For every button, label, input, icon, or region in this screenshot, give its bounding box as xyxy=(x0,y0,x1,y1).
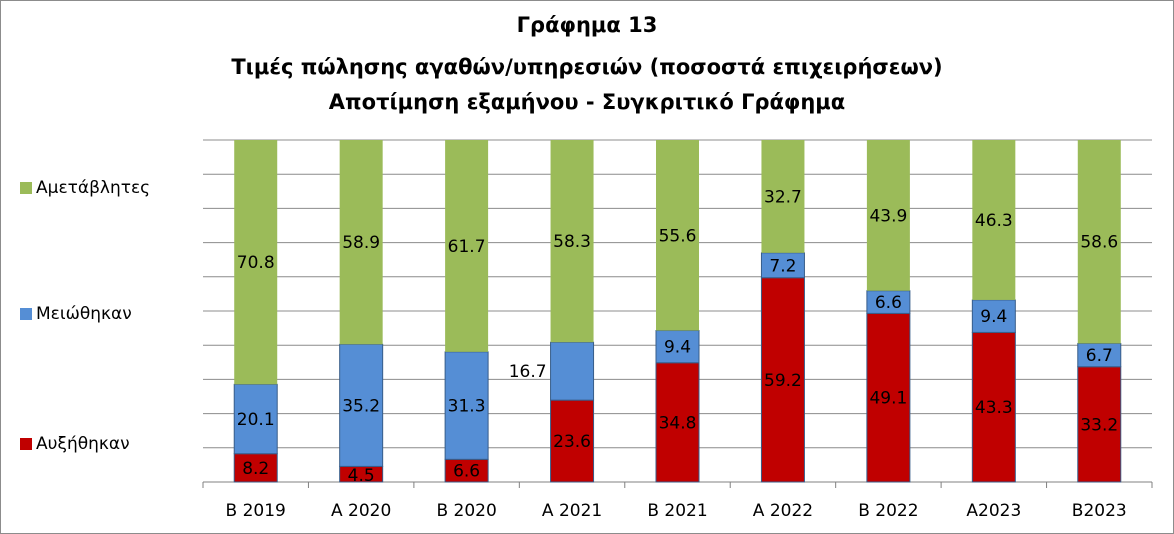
bar-segment xyxy=(760,277,805,483)
bar-segment xyxy=(339,140,383,345)
bar-segment xyxy=(444,351,489,460)
data-label: 4.5 xyxy=(348,466,375,486)
bar-segment xyxy=(234,140,278,385)
data-label: 8.2 xyxy=(242,459,269,479)
bar-segment xyxy=(971,299,1016,333)
chart-subtitle-2: Αποτίμηση εξαμήνου - Συγκριτικό Γράφημα xyxy=(328,90,846,114)
x-tick-label: B 2020 xyxy=(436,501,496,521)
data-label: 23.6 xyxy=(553,432,591,452)
data-label: 49.1 xyxy=(869,389,907,409)
legend-label-increased: Αυξήθηκαν xyxy=(36,434,130,454)
bar-segment xyxy=(866,140,910,291)
data-label: 35.2 xyxy=(342,396,380,416)
legend-swatch-unchanged xyxy=(20,182,32,194)
bar-segment xyxy=(339,343,384,467)
data-label: 61.7 xyxy=(448,237,486,257)
data-label: 70.8 xyxy=(237,253,275,273)
legend-label-decreased: Μειώθηκαν xyxy=(36,304,132,324)
data-label: 43.9 xyxy=(869,206,907,226)
x-tick-label: B2023 xyxy=(1072,501,1127,521)
data-label: 43.3 xyxy=(975,398,1013,418)
data-label: 20.1 xyxy=(237,410,275,430)
x-tick-label: B 2021 xyxy=(647,501,707,521)
data-label: 6.7 xyxy=(1086,346,1113,366)
data-label: 58.3 xyxy=(553,232,591,252)
data-label: 9.4 xyxy=(664,338,691,358)
bar-segment xyxy=(233,383,278,455)
data-label: 58.9 xyxy=(342,233,380,253)
chart-subtitle: Τιμές πώλησης αγαθών/υπηρεσιών (ποσοστά … xyxy=(231,55,943,79)
data-label: 55.6 xyxy=(659,226,697,246)
bar-segment xyxy=(866,312,911,483)
data-label: 6.6 xyxy=(453,462,480,482)
x-tick-label: A 2020 xyxy=(331,501,391,521)
legend-item-decreased: Μειώθηκαν xyxy=(20,302,132,326)
bar-segment xyxy=(972,140,1016,300)
chart-title: Γράφημα 13 xyxy=(516,13,658,37)
data-label: 34.8 xyxy=(659,413,697,433)
x-tick-label: A2023 xyxy=(966,501,1021,521)
x-tick-label: A 2022 xyxy=(753,501,813,521)
data-label: 16.7 xyxy=(509,362,547,382)
bar-segment xyxy=(655,362,700,483)
legend-item-unchanged: Αμετάβλητες xyxy=(20,176,150,200)
bar-segment xyxy=(445,140,489,352)
x-tick-label: A 2021 xyxy=(542,501,602,521)
bar-segment xyxy=(233,453,278,483)
bar-segment xyxy=(760,252,805,279)
bar-segment xyxy=(1077,140,1121,344)
bar-segment xyxy=(761,140,805,253)
data-label: 9.4 xyxy=(980,307,1007,327)
bar-segment xyxy=(550,341,595,401)
data-label: 58.6 xyxy=(1080,233,1118,253)
bar-segment xyxy=(550,399,595,483)
bar-segment xyxy=(656,140,699,331)
bar-segment xyxy=(550,140,594,343)
data-label: 6.6 xyxy=(875,293,902,313)
x-tick-label: B 2019 xyxy=(226,501,286,521)
data-label: 46.3 xyxy=(975,211,1013,231)
data-label: 32.7 xyxy=(764,187,802,207)
legend-swatch-decreased xyxy=(20,308,32,320)
legend-item-increased: Αυξήθηκαν xyxy=(20,432,130,456)
data-label: 59.2 xyxy=(764,371,802,391)
legend-label-unchanged: Αμετάβλητες xyxy=(36,178,151,198)
bar-segment xyxy=(1077,366,1122,483)
data-label: 33.2 xyxy=(1080,415,1118,435)
legend-swatch-increased xyxy=(20,438,32,450)
x-tick-label: B 2022 xyxy=(858,501,918,521)
bar-segment xyxy=(971,331,1016,483)
data-label: 31.3 xyxy=(448,397,486,417)
data-label: 7.2 xyxy=(769,256,796,276)
